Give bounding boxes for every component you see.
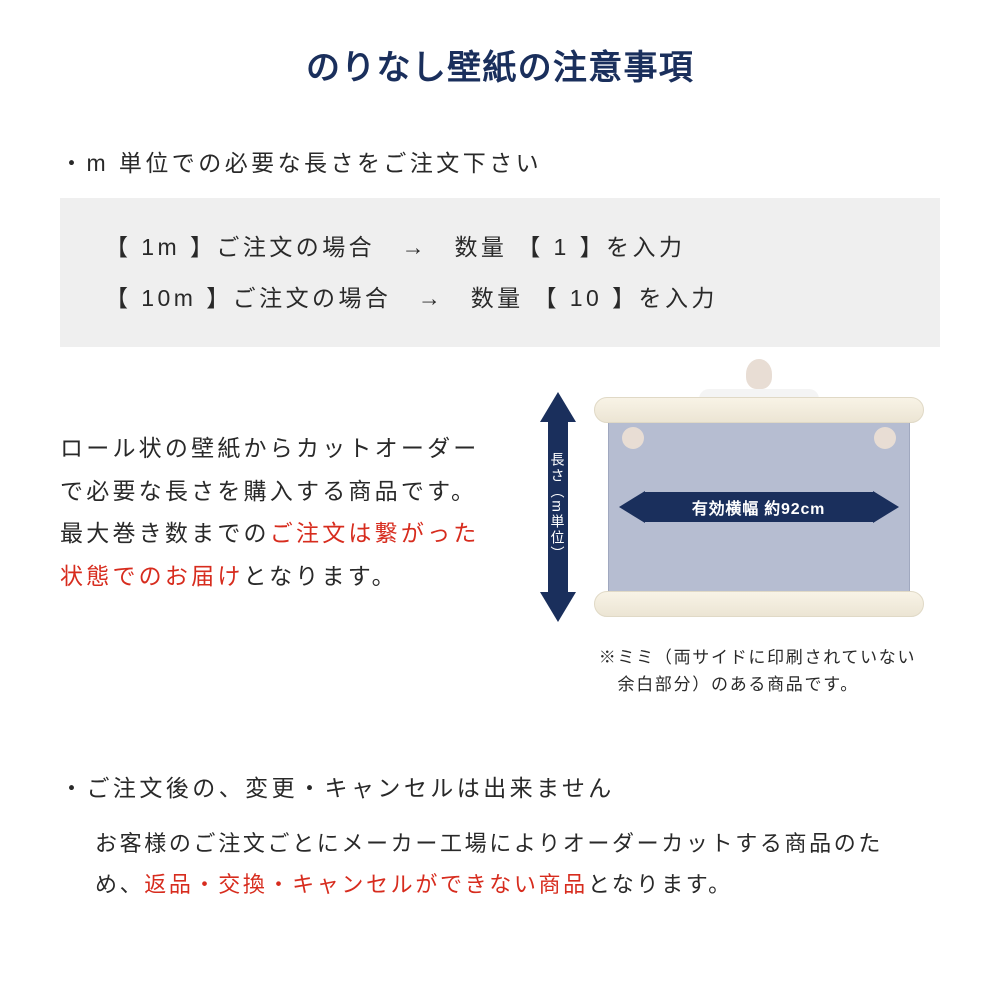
cancel-highlight: 返品・交換・キャンセルができない商品 xyxy=(144,872,588,897)
cancel-part3: となります。 xyxy=(588,872,733,897)
bullet-no-cancel: ・ご注文後の、変更・キャンセルは出来ません xyxy=(60,769,940,803)
roll-desc-part3: となります。 xyxy=(244,563,398,589)
width-label: 有効横幅 約92cm xyxy=(645,492,873,522)
roll-description-row: ロール状の壁紙からカットオーダーで必要な長さを購入する商品です。最大巻き数までの… xyxy=(60,392,940,698)
mimi-note: ※ミミ（両サイドに印刷されていない 余白部分）のある商品です。 xyxy=(539,644,916,698)
arrow-right-icon xyxy=(873,491,899,523)
length-label: 長さ（m単位） xyxy=(548,422,568,592)
length-arrow: 長さ（m単位） xyxy=(532,392,584,622)
roll-illustration: 長さ（m単位） 有効横幅 約92cm xyxy=(515,392,940,698)
note-line2: 余白部分）のある商品です。 xyxy=(599,675,859,694)
roll-description-text: ロール状の壁紙からカットオーダーで必要な長さを購入する商品です。最大巻き数までの… xyxy=(60,392,490,698)
note-line1: ※ミミ（両サイドに印刷されていない xyxy=(599,648,916,667)
no-cancel-text: お客様のご注文ごとにメーカー工場によりオーダーカットする商品のため、返品・交換・… xyxy=(60,823,940,907)
wallpaper-roll: 有効横幅 約92cm xyxy=(594,397,924,617)
hand-right-icon xyxy=(874,427,896,449)
bullet-order-by-meter: ・m 単位での必要な長さをご注文下さい xyxy=(60,144,940,178)
example-line-1m: 【 1m 】ご注文の場合 → 数量 【 1 】を入力 xyxy=(105,222,895,273)
page-title: のりなし壁紙の注意事項 xyxy=(60,40,940,89)
example-line-10m: 【 10m 】ご注文の場合 → 数量 【 10 】を入力 xyxy=(105,273,895,324)
arrow-left-icon xyxy=(619,491,645,523)
arrow-up-icon xyxy=(540,392,576,422)
hand-left-icon xyxy=(622,427,644,449)
width-arrow: 有効横幅 約92cm xyxy=(619,491,899,523)
quantity-example-box: 【 1m 】ご注文の場合 → 数量 【 1 】を入力 【 10m 】ご注文の場合… xyxy=(60,198,940,347)
arrow-down-icon xyxy=(540,592,576,622)
